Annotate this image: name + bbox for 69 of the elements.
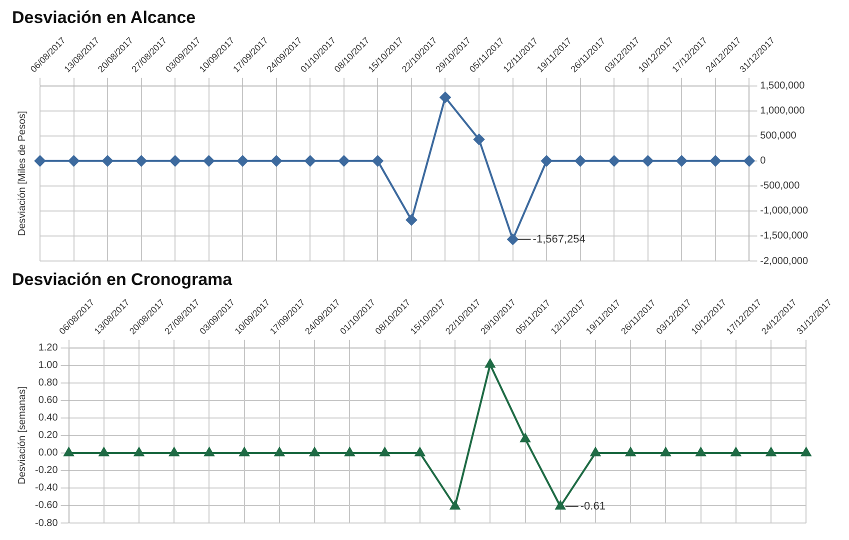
y-tick-label: 1.20 [38,342,58,354]
point [642,155,654,166]
y2-tick-label: -2,000,000 [760,256,808,267]
point [406,214,417,226]
point [450,500,460,510]
point [507,234,518,245]
y-tick-label: 0.00 [38,448,58,459]
point [344,447,355,456]
y-tick-label: 0.80 [38,378,58,389]
y-tick-label: -0.80 [34,518,58,529]
y-axis-title: Desviación [Miles de Pesos] [16,110,28,236]
point [415,447,425,456]
y2-tick-label: 500,000 [760,130,797,142]
y-tick-label: -0.40 [34,482,58,494]
point [338,155,350,166]
data-label: -0.61 [580,500,606,512]
point [99,447,109,456]
point [520,433,530,442]
point [626,447,636,456]
chart-title: Desviación en Alcance [12,8,196,27]
y-axis-title: Desviación [semanas] [16,386,28,484]
point [608,155,620,166]
point [68,155,80,166]
point [676,155,688,166]
point [204,447,214,456]
point [102,155,114,166]
y2-tick-label: -1,000,000 [760,206,808,217]
point [239,447,250,456]
point [169,447,180,456]
point [274,447,284,456]
point [270,155,282,166]
point [696,447,706,456]
y-tick-label: -0.60 [34,500,58,512]
point [731,447,741,456]
y-tick-label: 0.60 [38,395,58,406]
point [801,447,812,456]
point [474,134,485,145]
point [590,447,600,456]
point [574,155,586,166]
point [310,447,320,456]
point [34,155,46,166]
point [766,447,776,456]
point [64,447,74,456]
y-tick-label: 1.00 [38,360,58,372]
point [304,155,316,166]
y-tick-label: -0.20 [34,465,58,476]
point [134,447,144,456]
point [380,447,390,456]
point [237,155,248,166]
y2-tick-label: -500,000 [760,180,800,192]
point [170,155,181,166]
y-tick-label: 0.40 [38,412,58,424]
point [440,92,451,103]
point [744,155,755,166]
point [372,155,384,166]
y2-tick-label: 1,000,000 [760,106,806,117]
y-tick-label: 0.20 [38,430,58,442]
point [710,155,721,166]
point [660,447,671,456]
y2-tick-label: -1,500,000 [760,230,808,242]
point [555,500,566,510]
point [541,155,552,166]
data-label: -1,567,254 [532,233,586,246]
point [136,155,147,166]
chart-title: Desviación en Cronograma [12,270,233,289]
y2-tick-label: 0 [760,156,766,167]
point [485,359,496,368]
point [203,155,214,166]
y2-tick-label: 1,500,000 [760,80,806,92]
